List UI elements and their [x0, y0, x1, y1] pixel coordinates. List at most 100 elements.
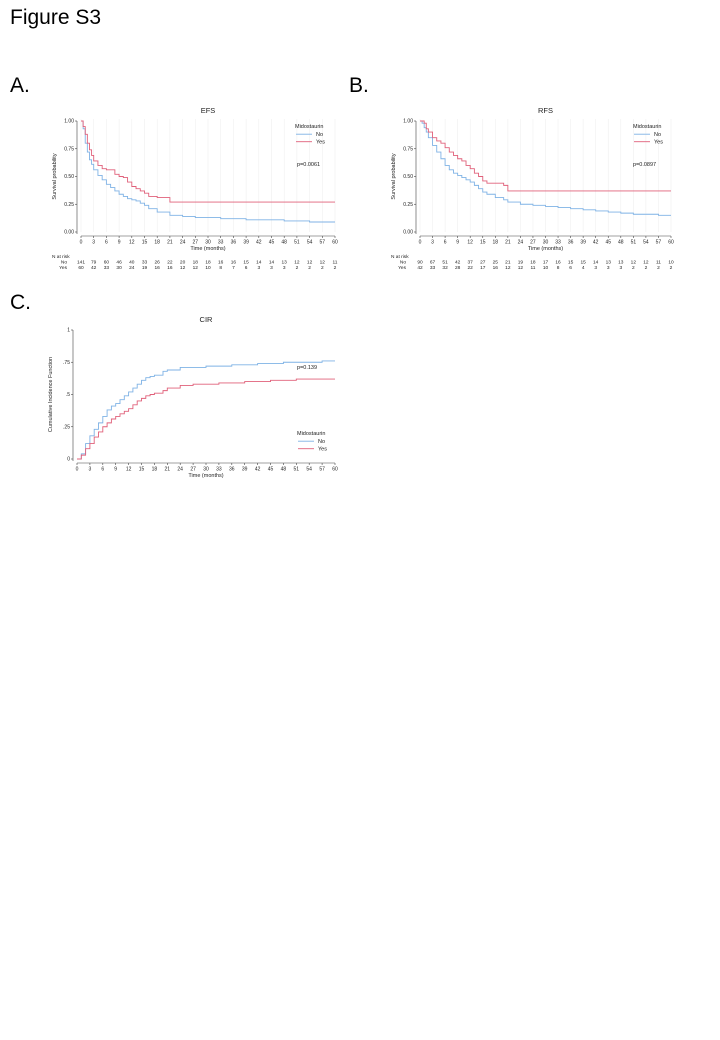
- rfs-risk-value: 27: [480, 260, 486, 266]
- rfs-x-tick-label: 33: [555, 240, 561, 246]
- efs-risk-value: 12: [320, 260, 326, 266]
- rfs-risk-value: 12: [643, 260, 649, 266]
- rfs-risk-value: 17: [480, 265, 486, 271]
- cir-x-axis-title: Time (months): [188, 473, 223, 479]
- efs-risk-value: 2: [296, 265, 299, 271]
- cir-x-tick-label: 12: [126, 467, 132, 473]
- rfs-series-no: [420, 120, 671, 216]
- efs-risk-value: 33: [104, 265, 110, 271]
- rfs-x-tick-label: 60: [668, 240, 674, 246]
- rfs-series-yes: [420, 120, 671, 192]
- rfs-risk-value: 11: [530, 265, 535, 271]
- rfs-x-tick-label: 15: [480, 240, 486, 246]
- rfs-risk-value: 25: [493, 260, 499, 266]
- cir-series-no: [77, 360, 335, 460]
- rfs-x-tick-label: 12: [467, 240, 473, 246]
- efs-x-tick-label: 45: [269, 240, 275, 246]
- rfs-x-tick-label: 9: [456, 240, 459, 246]
- rfs-risk-value: 12: [631, 260, 637, 266]
- rfs-risk-value: 14: [593, 260, 599, 266]
- efs-risk-value: 12: [307, 260, 313, 266]
- efs-risk-value: 12: [193, 265, 199, 271]
- efs-risk-value: 3: [257, 265, 260, 271]
- cir-y-axis-title: Cumulative Incidence Function: [48, 357, 54, 432]
- efs-risk-value: 7: [232, 265, 235, 271]
- rfs-risk-value: 21: [505, 260, 511, 266]
- efs-x-axis-title: Time (months): [190, 246, 225, 252]
- efs-y-tick-label: 0.00: [64, 230, 74, 236]
- rfs-p-value: p=0.0897: [633, 162, 656, 168]
- efs-x-tick-label: 18: [154, 240, 160, 246]
- efs-risk-value: 24: [129, 265, 135, 271]
- efs-risk-value: 18: [205, 260, 211, 266]
- efs-series-no: [81, 120, 335, 223]
- efs-risk-value: 16: [155, 265, 161, 271]
- rfs-risk-value: 3: [594, 265, 597, 271]
- rfs-x-tick-label: 18: [493, 240, 499, 246]
- rfs-risk-value: 22: [468, 265, 474, 271]
- efs-risk-value: 13: [282, 260, 288, 266]
- cir-x-tick-label: 36: [229, 467, 235, 473]
- rfs-risk-value: 51: [442, 260, 448, 266]
- rfs-x-tick-label: 0: [419, 240, 422, 246]
- rfs-risk-value: 37: [468, 260, 474, 266]
- rfs-risk-value: 16: [555, 260, 561, 266]
- efs-risk-header: N at risk: [52, 254, 70, 260]
- efs-y-tick-label: 0.25: [64, 202, 74, 208]
- rfs-risk-value: 8: [557, 265, 560, 271]
- efs-risk-value: 141: [77, 260, 85, 266]
- efs-risk-value: 60: [78, 265, 84, 271]
- cir-x-tick-label: 18: [152, 467, 158, 473]
- efs-legend-label-no: No: [316, 132, 323, 138]
- rfs-risk-header: N at risk: [391, 254, 409, 260]
- efs-x-tick-label: 9: [118, 240, 121, 246]
- efs-y-tick-label: 0.50: [64, 174, 74, 180]
- efs-risk-value: 18: [193, 260, 199, 266]
- efs-title: EFS: [201, 106, 216, 115]
- rfs-x-tick-label: 45: [605, 240, 611, 246]
- efs-risk-value: 46: [116, 260, 122, 266]
- cir-x-tick-label: 48: [281, 467, 287, 473]
- rfs-legend-label-no: No: [654, 132, 661, 138]
- rfs-risk-value: 11: [656, 260, 661, 266]
- efs-x-tick-label: 51: [294, 240, 300, 246]
- rfs-x-tick-label: 39: [580, 240, 586, 246]
- efs-risk-value: 16: [231, 260, 237, 266]
- efs-y-axis-title: Survival probability: [52, 153, 58, 199]
- rfs-risk-value: 2: [632, 265, 635, 271]
- efs-y-tick-label: 1.00: [64, 119, 74, 125]
- efs-risk-value: 60: [104, 260, 110, 266]
- efs-x-tick-label: 33: [218, 240, 224, 246]
- rfs-risk-value: 33: [430, 265, 436, 271]
- efs-risk-value: 11: [333, 260, 338, 266]
- rfs-x-tick-label: 24: [518, 240, 524, 246]
- efs-x-tick-label: 15: [142, 240, 148, 246]
- efs-risk-value: 2: [308, 265, 311, 271]
- rfs-risk-value: 2: [645, 265, 648, 271]
- figure-title: Figure S3: [10, 6, 102, 29]
- cir-legend-label-yes: Yes: [318, 447, 327, 453]
- cir-x-tick-label: 60: [332, 467, 338, 473]
- rfs-risk-value: 13: [606, 260, 612, 266]
- rfs-risk-value: 32: [442, 265, 448, 271]
- efs-risk-value: 3: [270, 265, 273, 271]
- efs-risk-value: 30: [116, 265, 122, 271]
- cir-x-tick-label: 51: [294, 467, 300, 473]
- efs-x-tick-label: 21: [167, 240, 173, 246]
- efs-risk-row-label: Yes: [59, 265, 67, 271]
- efs-risk-value: 8: [219, 265, 222, 271]
- rfs-x-axis-title: Time (months): [528, 246, 563, 252]
- rfs-risk-value: 10: [543, 265, 549, 271]
- rfs-y-tick-label: 0.25: [403, 202, 413, 208]
- cir-x-tick-label: 21: [165, 467, 171, 473]
- efs-risk-value: 2: [334, 265, 337, 271]
- cir-x-tick-label: 54: [306, 467, 312, 473]
- rfs-y-tick-label: 1.00: [403, 119, 413, 125]
- panel-label-c: C.: [10, 291, 31, 314]
- rfs-risk-value: 3: [607, 265, 610, 271]
- efs-x-tick-label: 24: [180, 240, 186, 246]
- rfs-risk-value: 3: [619, 265, 622, 271]
- efs-x-tick-label: 30: [205, 240, 211, 246]
- rfs-risk-row-label: No: [400, 260, 406, 266]
